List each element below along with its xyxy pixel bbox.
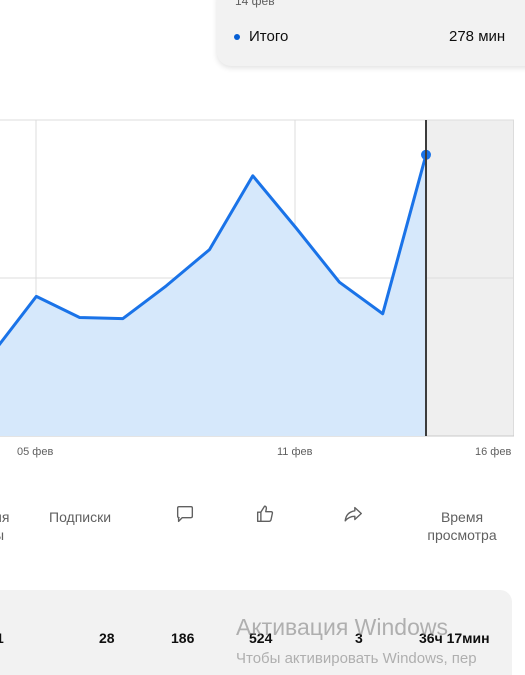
metric-header-watch-time[interactable]: Время просмотра xyxy=(424,508,500,544)
windows-activation-subtitle: Чтобы активировать Windows, пер xyxy=(236,650,477,667)
views-area-chart[interactable] xyxy=(0,0,525,470)
metric-header-views-line1: ия xyxy=(0,509,10,525)
total-views: 1 xyxy=(0,630,4,646)
total-shares: 3 xyxy=(355,630,363,646)
tooltip-total-value: 278 мин xyxy=(449,28,506,45)
total-comments: 186 xyxy=(171,630,195,646)
x-tick-label-2: 11 фев xyxy=(277,446,313,458)
metric-header-views[interactable]: ия ы xyxy=(0,508,10,544)
x-tick-label-3: 16 фев xyxy=(475,446,512,458)
windows-activation-title: Активация Windows xyxy=(236,614,448,640)
chart-tooltip: 14 фев Итого 278 мин xyxy=(217,0,525,66)
metric-header-watch-time-line1: Время xyxy=(440,509,484,525)
tooltip-total-label: Итого xyxy=(249,28,289,45)
totals-row xyxy=(0,590,512,675)
thumbs-up-icon[interactable] xyxy=(254,503,276,525)
metric-header-watch-time-line2: просмотра xyxy=(427,527,497,543)
total-subscriptions: 28 xyxy=(99,630,115,646)
total-watch-time: 36ч 17мин xyxy=(419,630,490,646)
tooltip-series-dot xyxy=(234,34,240,40)
tooltip-date: 14 фев xyxy=(235,0,275,8)
share-icon[interactable] xyxy=(342,503,364,525)
metric-header-views-line2: ы xyxy=(0,526,10,544)
total-likes: 524 xyxy=(249,630,273,646)
metric-header-subscriptions[interactable]: Подписки xyxy=(49,509,112,525)
series-area-fill xyxy=(0,154,426,436)
x-tick-label-1: 05 фев xyxy=(17,446,54,458)
series-line xyxy=(0,154,428,347)
comment-icon[interactable] xyxy=(174,503,196,525)
